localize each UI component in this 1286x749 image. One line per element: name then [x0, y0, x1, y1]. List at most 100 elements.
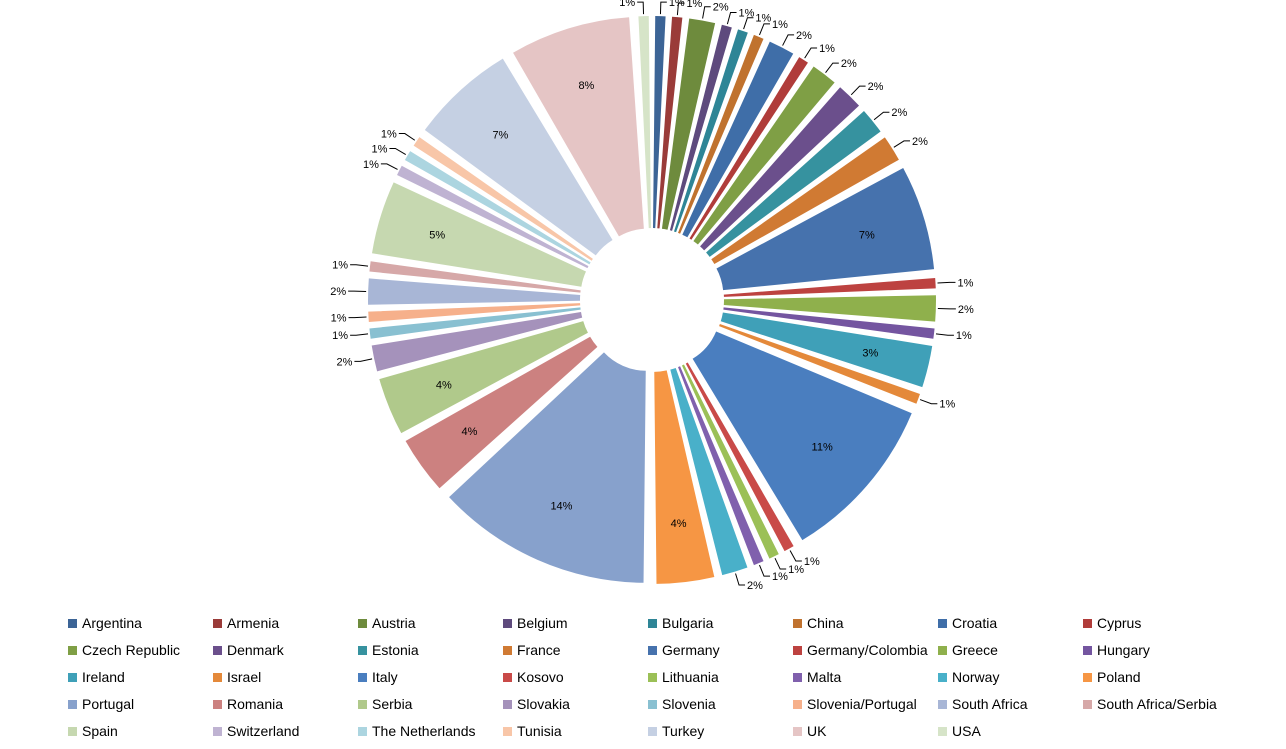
legend-item: Slovakia — [503, 695, 648, 713]
pie-slice-the-netherlands — [404, 151, 591, 265]
pie-slice-group: 1% — [372, 143, 591, 265]
legend-item: Germany — [648, 641, 793, 659]
pie-slice-group: 7% — [424, 58, 613, 256]
pie-data-label: 1% — [669, 0, 685, 9]
legend-item: Argentina — [68, 614, 213, 632]
legend-label: Belgium — [517, 615, 568, 631]
legend-label: Norway — [952, 669, 1000, 685]
pie-data-label: 2% — [958, 304, 974, 316]
pie-leader-line — [676, 2, 685, 16]
pie-slice-slovakia — [371, 312, 583, 372]
legend-item: Tunisia — [503, 722, 648, 740]
pie-leader-line — [919, 399, 938, 405]
legend-item: Greece — [938, 641, 1083, 659]
pie-slice-group: 1% — [381, 129, 593, 261]
legend-item: Lithuania — [648, 668, 793, 686]
pie-data-label: 1% — [939, 399, 955, 411]
legend-label: Slovenia/Portugal — [807, 696, 917, 712]
legend-label: Poland — [1097, 669, 1141, 685]
pie-slice-slovenia-portugal — [368, 303, 581, 322]
pie-data-label: 1% — [788, 564, 804, 576]
pie-slice-croatia — [682, 41, 794, 238]
legend-item: Belgium — [503, 614, 648, 632]
legend-swatch — [1083, 699, 1092, 709]
legend-item: Norway — [938, 668, 1083, 686]
pie-leader-line — [637, 1, 645, 15]
legend-swatch — [358, 645, 367, 655]
legend-swatch — [648, 618, 657, 628]
legend-label: Germany — [662, 642, 720, 658]
legend-swatch — [358, 672, 367, 682]
pie-slice-group: 1% — [657, 0, 703, 229]
pie-slice-germany — [716, 168, 935, 291]
pie-leader-line — [759, 23, 770, 36]
pie-slice-cyprus — [689, 57, 808, 240]
pie-slice-tunisia — [413, 137, 593, 261]
legend-swatch — [793, 618, 802, 628]
pie-slice-group: 1% — [723, 307, 972, 342]
pie-slice-group: 1% — [681, 364, 804, 576]
legend-item: China — [793, 614, 938, 632]
legend-swatch — [503, 645, 512, 655]
legend-item: South Africa/Serbia — [1083, 695, 1228, 713]
legend-label: UK — [807, 723, 827, 739]
legend-swatch — [213, 645, 222, 655]
legend-item: Romania — [213, 695, 358, 713]
legend-swatch — [213, 618, 222, 628]
pie-slice-group: 7% — [716, 168, 935, 291]
pie-slice-turkey — [424, 58, 613, 256]
legend-item: Spain — [68, 722, 213, 740]
legend-swatch — [68, 672, 77, 682]
pie-leader-line — [350, 264, 369, 267]
legend-label: Israel — [227, 669, 262, 685]
pie-data-label: 2% — [868, 81, 884, 93]
legend-item: Czech Republic — [68, 641, 213, 659]
pie-slice-group: 1% — [669, 8, 755, 231]
pie-slice-greece — [723, 295, 936, 322]
pie-leader-line — [354, 358, 373, 362]
pie-slice-group: 1% — [363, 159, 589, 269]
legend-item: Kosovo — [503, 668, 648, 686]
pie-slice-uk — [513, 17, 644, 237]
pie-data-label: 1% — [739, 8, 755, 20]
legend-swatch — [213, 672, 222, 682]
legend-label: Czech Republic — [82, 642, 181, 658]
legend: Argentina Armenia Austria Belgium Bulgaria Ch… — [68, 614, 1278, 740]
pie-slice-group: 2% — [682, 30, 812, 238]
pie-slice-hungary — [723, 307, 935, 339]
pie-data-label: 1% — [772, 571, 788, 583]
pie-slice-denmark — [700, 87, 860, 251]
legend-label: Argentina — [82, 615, 142, 631]
pie-data-label: 14% — [550, 501, 572, 513]
pie-leader-line — [937, 281, 956, 284]
legend-item: Croatia — [938, 614, 1083, 632]
pie-data-label: 1% — [332, 260, 348, 272]
legend-item: Poland — [1083, 668, 1228, 686]
legend-label: Tunisia — [517, 723, 562, 739]
pie-slice-usa — [638, 16, 651, 229]
legend-swatch — [1083, 645, 1092, 655]
pie-data-label: 7% — [859, 229, 875, 241]
legend-swatch — [648, 672, 657, 682]
pie-leader-line — [804, 47, 818, 59]
legend-label: Slovakia — [517, 696, 570, 712]
legend-swatch — [648, 645, 657, 655]
pie-slice-czech-republic — [693, 66, 835, 245]
pie-data-label: 1% — [686, 0, 702, 10]
pie-data-label: 7% — [492, 129, 508, 141]
pie-slice-china — [678, 34, 764, 234]
legend-item: Ireland — [68, 668, 213, 686]
legend-label: Italy — [372, 669, 398, 685]
pie-slice-group: 2% — [711, 136, 928, 264]
pie-leader-line — [348, 316, 367, 319]
legend-label: Ireland — [82, 669, 125, 685]
legend-swatch — [503, 726, 512, 736]
pie-leader-line — [659, 1, 667, 15]
legend-label: Bulgaria — [662, 615, 714, 631]
legend-swatch — [648, 699, 657, 709]
pie-slice-group: 2% — [670, 367, 763, 592]
pie-slice-group: 4% — [379, 321, 588, 434]
legend-label: Switzerland — [227, 723, 300, 739]
pie-leader-line — [726, 12, 737, 25]
pie-slice-group: 2% — [700, 81, 884, 251]
